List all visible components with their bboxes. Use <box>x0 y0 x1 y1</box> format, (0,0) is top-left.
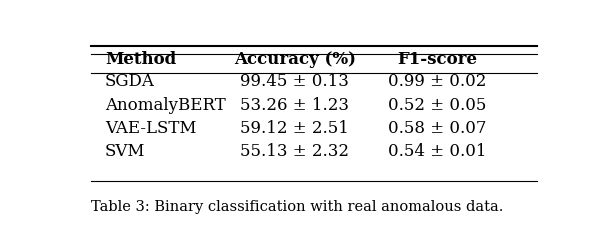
Text: F1-score: F1-score <box>397 51 477 68</box>
Text: Method: Method <box>105 51 176 68</box>
Text: 0.58 ± 0.07: 0.58 ± 0.07 <box>388 120 486 137</box>
Text: AnomalyBERT: AnomalyBERT <box>105 97 226 114</box>
Text: 0.54 ± 0.01: 0.54 ± 0.01 <box>388 144 486 160</box>
Text: 59.12 ± 2.51: 59.12 ± 2.51 <box>241 120 349 137</box>
Text: 53.26 ± 1.23: 53.26 ± 1.23 <box>240 97 349 114</box>
Text: Table 3: Binary classification with real anomalous data.: Table 3: Binary classification with real… <box>91 200 503 214</box>
Text: 99.45 ± 0.13: 99.45 ± 0.13 <box>241 73 349 90</box>
Text: VAE-LSTM: VAE-LSTM <box>105 120 196 137</box>
Text: SVM: SVM <box>105 144 146 160</box>
Text: 0.52 ± 0.05: 0.52 ± 0.05 <box>388 97 486 114</box>
Text: SGDA: SGDA <box>105 73 155 90</box>
Text: 55.13 ± 2.32: 55.13 ± 2.32 <box>240 144 349 160</box>
Text: 0.99 ± 0.02: 0.99 ± 0.02 <box>388 73 486 90</box>
Text: Accuracy (%): Accuracy (%) <box>234 51 356 68</box>
